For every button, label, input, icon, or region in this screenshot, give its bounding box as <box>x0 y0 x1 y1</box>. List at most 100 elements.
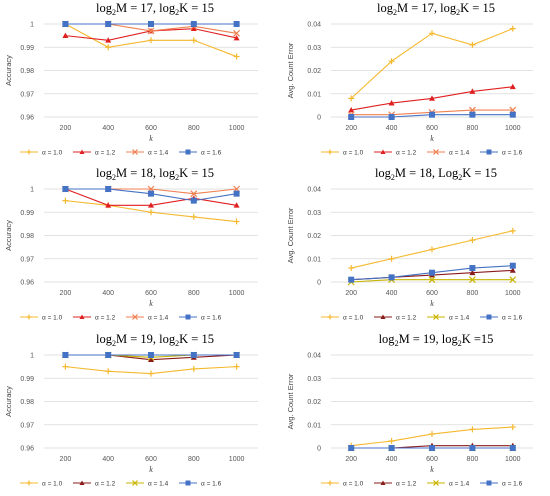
data-point <box>509 25 516 32</box>
title-text: K = 15 <box>462 166 497 180</box>
data-point <box>62 32 69 39</box>
data-point <box>105 44 112 51</box>
legend-swatch-marker <box>327 149 333 155</box>
legend-label: α = 1.6 <box>201 314 222 321</box>
x-tick-label: 400 <box>102 290 114 297</box>
data-point <box>509 267 516 273</box>
y-tick-label: 1 <box>30 22 34 29</box>
data-point <box>105 352 112 358</box>
data-point <box>190 197 197 204</box>
data-point <box>348 107 355 113</box>
legend-swatch-marker <box>380 314 386 319</box>
series-line <box>350 28 514 99</box>
y-tick-label: 1 <box>30 353 34 360</box>
series-1 <box>62 363 240 377</box>
title-subscript: 2 <box>458 339 462 348</box>
y-tick-label: 0.96 <box>20 280 34 287</box>
title-text: K =15 <box>462 332 494 346</box>
data-point <box>233 352 240 358</box>
data-point <box>233 34 240 41</box>
data-point <box>233 218 240 225</box>
title-subscript: 2 <box>175 8 179 17</box>
legend-swatch-marker <box>327 314 333 320</box>
chart-title: log2M = 19, log2K = 15 <box>96 332 214 348</box>
legend-swatch-marker <box>132 314 138 320</box>
data-point <box>428 276 436 284</box>
data-point <box>233 202 240 208</box>
y-tick-label: 0.98 <box>20 68 34 75</box>
x-tick-label: 600 <box>145 456 157 463</box>
series-4 <box>62 21 240 27</box>
legend-swatch-marker <box>433 149 439 155</box>
data-point <box>469 237 476 244</box>
y-axis-label: Accuracy <box>4 220 13 251</box>
y-tick-label: 0 <box>317 115 321 122</box>
data-point <box>62 186 69 192</box>
y-tick-label: 0 <box>317 446 321 453</box>
x-tick-label: 800 <box>467 456 479 463</box>
y-tick-label: 0.03 <box>307 210 321 217</box>
chart-svg: log2M = 18, Log2K = 1500.010.020.030.042… <box>286 166 533 321</box>
series-4 <box>348 262 516 283</box>
legend-label: α = 1.0 <box>343 149 364 156</box>
data-point <box>429 269 435 276</box>
title-subscript: 2 <box>112 8 116 17</box>
legend-label: α = 1.0 <box>42 480 63 487</box>
x-tick-label: 1000 <box>505 125 521 132</box>
legend-swatch-marker <box>185 480 191 486</box>
data-point <box>233 29 241 37</box>
legend-label: α = 1.0 <box>42 149 63 156</box>
chart-panel-4: log2M = 18, Log2K = 15 0 0.01 0.02 0.03 0.04 2… <box>275 165 550 330</box>
legend-label: α = 1.6 <box>502 149 523 156</box>
data-point <box>388 274 395 281</box>
title-text: K = 15 <box>179 1 214 15</box>
data-point <box>148 352 154 358</box>
legend-swatch-marker <box>132 480 138 486</box>
chart-panel-3: log2M = 18, log2K = 15 0.96 0.97 0.98 0.99 1 2… <box>0 165 275 330</box>
data-point <box>429 111 435 118</box>
y-tick-label: 0.98 <box>20 399 34 406</box>
series-4 <box>348 445 516 451</box>
title-text: M = 17, log <box>116 1 176 15</box>
data-point <box>469 445 476 451</box>
x-tick-label: 400 <box>386 456 398 463</box>
chart-title: log2M = 18, log2K = 15 <box>96 166 214 182</box>
y-tick-label: 0.97 <box>20 422 34 429</box>
data-point <box>62 352 69 358</box>
data-point <box>148 356 154 363</box>
data-point <box>348 445 355 451</box>
y-axis-label: Accuracy <box>4 386 13 417</box>
y-tick-label: 0.99 <box>20 376 34 383</box>
data-point <box>469 269 476 276</box>
title-text: M = 18, log <box>116 166 176 180</box>
x-tick-label: 600 <box>145 125 157 132</box>
title-text: log <box>96 166 113 180</box>
y-tick-label: 0.97 <box>20 91 34 98</box>
legend-label: α = 1.4 <box>449 480 470 487</box>
x-tick-label: 200 <box>345 456 357 463</box>
y-axis-label: Avg. Count Error <box>286 207 295 263</box>
y-tick-label: 0.01 <box>307 256 321 263</box>
title-subscript: 2 <box>175 173 179 182</box>
legend-swatch-marker <box>327 480 333 486</box>
x-tick-label: 800 <box>467 125 479 132</box>
data-point <box>509 276 517 284</box>
x-axis-label: k <box>149 134 153 143</box>
data-point <box>148 37 154 44</box>
title-text: log <box>379 332 396 346</box>
title-text: M = 19, log <box>116 332 176 346</box>
chart-svg: log2M = 17, log2K = 150.960.970.980.9912… <box>4 1 258 156</box>
title-text: log <box>96 1 113 15</box>
data-point <box>509 111 516 118</box>
x-tick-label: 800 <box>188 290 200 297</box>
x-tick-label: 800 <box>467 290 479 297</box>
series-1 <box>62 197 240 225</box>
data-point <box>429 246 435 253</box>
y-tick-label: 0.99 <box>20 45 34 52</box>
legend-swatch-marker <box>486 314 492 320</box>
title-text: K = 15 <box>179 166 214 180</box>
legend-label: α = 1.2 <box>95 480 116 487</box>
legend-label: α = 1.4 <box>449 314 470 321</box>
chart-title: log2M = 19, log2K =15 <box>379 332 494 348</box>
